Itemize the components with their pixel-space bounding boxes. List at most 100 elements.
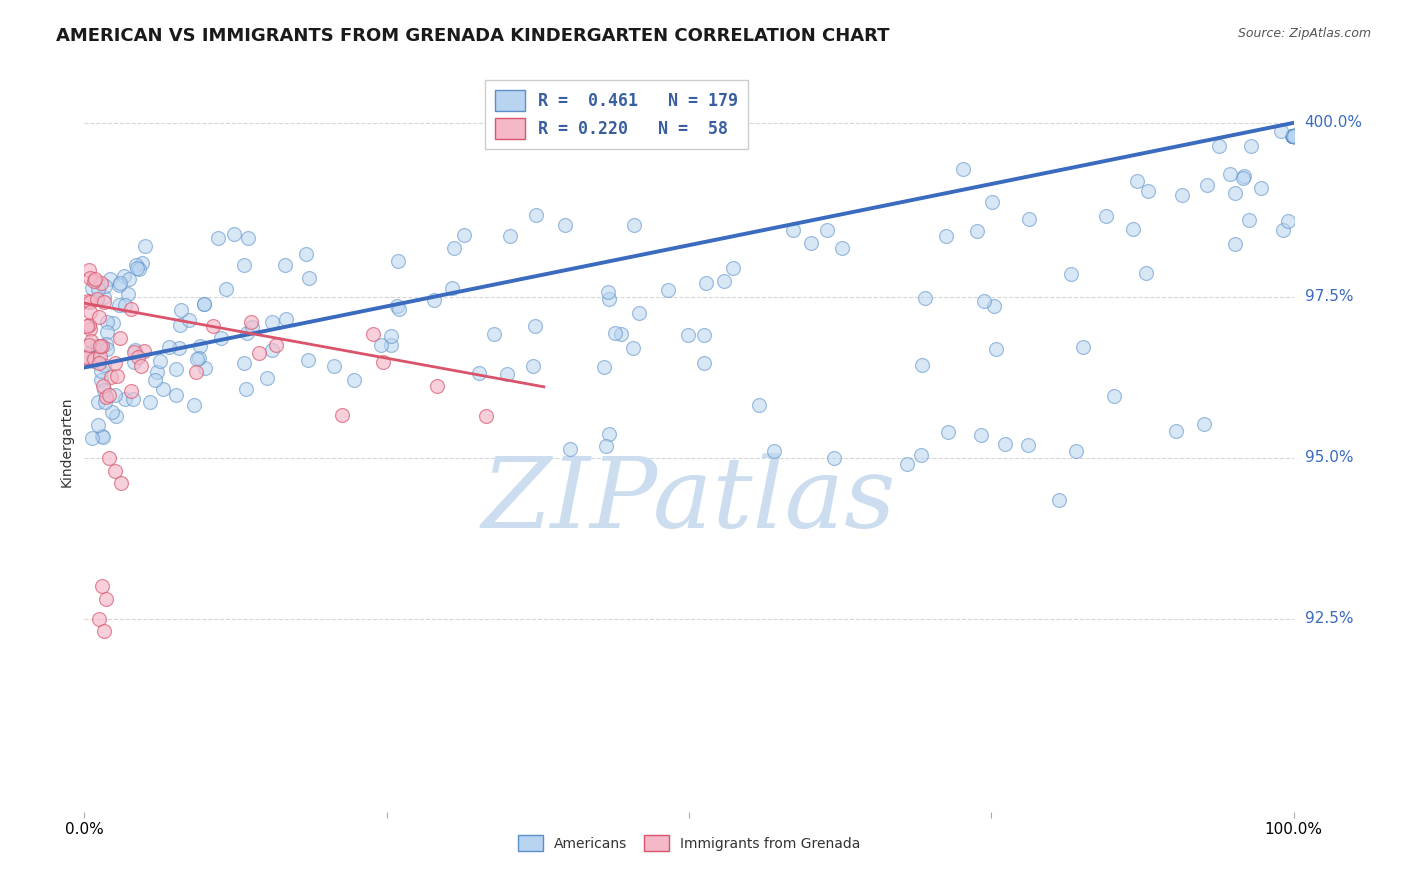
Point bbox=[117, 287, 139, 301]
Point bbox=[748, 398, 770, 412]
Point bbox=[1195, 178, 1218, 192]
Point bbox=[1282, 128, 1305, 143]
Point bbox=[657, 283, 679, 297]
Point bbox=[426, 379, 449, 393]
Point bbox=[188, 339, 211, 353]
Point bbox=[1282, 128, 1305, 143]
Point bbox=[120, 384, 142, 399]
Point bbox=[79, 270, 101, 285]
Point bbox=[482, 326, 505, 341]
Text: Source: ZipAtlas.com: Source: ZipAtlas.com bbox=[1237, 27, 1371, 40]
Point bbox=[108, 331, 131, 345]
Text: AMERICAN VS IMMIGRANTS FROM GRENADA KINDERGARTEN CORRELATION CHART: AMERICAN VS IMMIGRANTS FROM GRENADA KIND… bbox=[56, 27, 890, 45]
Point bbox=[96, 325, 118, 339]
Point bbox=[232, 355, 254, 369]
Point bbox=[1219, 167, 1241, 181]
Point bbox=[94, 592, 117, 607]
Point bbox=[598, 285, 620, 300]
Point bbox=[973, 293, 995, 308]
Point bbox=[188, 351, 211, 365]
Point bbox=[264, 337, 287, 351]
Point bbox=[297, 352, 319, 367]
Point bbox=[90, 276, 112, 290]
Point bbox=[1064, 444, 1087, 458]
Point bbox=[605, 326, 627, 341]
Point bbox=[911, 358, 934, 372]
Point bbox=[1192, 417, 1215, 431]
Point bbox=[80, 344, 103, 359]
Point bbox=[800, 235, 823, 250]
Point bbox=[167, 341, 190, 355]
Point bbox=[323, 359, 346, 374]
Point bbox=[763, 443, 786, 458]
Point bbox=[592, 360, 614, 375]
Point bbox=[1170, 188, 1192, 202]
Point bbox=[896, 457, 918, 471]
Point bbox=[1282, 128, 1305, 143]
Point bbox=[1282, 128, 1305, 143]
Point bbox=[1282, 128, 1305, 143]
Point bbox=[474, 409, 496, 424]
Point bbox=[558, 442, 581, 456]
Point bbox=[522, 359, 544, 374]
Point bbox=[93, 624, 115, 639]
Point bbox=[1284, 128, 1306, 143]
Point bbox=[371, 354, 394, 368]
Point bbox=[149, 354, 172, 368]
Point bbox=[96, 390, 118, 404]
Point bbox=[83, 274, 105, 288]
Point bbox=[79, 305, 101, 319]
Text: 97.5%: 97.5% bbox=[1305, 289, 1353, 304]
Point bbox=[122, 345, 145, 359]
Point bbox=[1281, 128, 1303, 143]
Point bbox=[87, 611, 110, 625]
Point bbox=[1208, 139, 1230, 153]
Point bbox=[380, 328, 402, 343]
Point bbox=[380, 337, 402, 351]
Point bbox=[91, 339, 114, 353]
Point bbox=[104, 355, 127, 369]
Point bbox=[910, 448, 932, 462]
Point bbox=[1282, 128, 1305, 143]
Point bbox=[1137, 184, 1160, 198]
Point bbox=[93, 359, 115, 373]
Point bbox=[114, 392, 136, 406]
Point bbox=[1223, 186, 1246, 201]
Point bbox=[76, 350, 98, 364]
Point bbox=[165, 388, 187, 402]
Point bbox=[526, 208, 548, 222]
Point bbox=[193, 361, 215, 376]
Point bbox=[610, 327, 633, 342]
Point bbox=[256, 370, 278, 384]
Point bbox=[93, 384, 115, 398]
Point bbox=[983, 299, 1005, 313]
Point bbox=[236, 326, 259, 340]
Point bbox=[90, 373, 112, 387]
Point bbox=[101, 316, 124, 330]
Point bbox=[98, 271, 121, 285]
Point bbox=[1281, 128, 1303, 143]
Point bbox=[80, 431, 103, 445]
Point bbox=[1104, 389, 1126, 403]
Point bbox=[207, 231, 229, 245]
Point bbox=[1282, 128, 1305, 143]
Point bbox=[103, 388, 125, 402]
Point bbox=[1282, 128, 1305, 143]
Point bbox=[138, 395, 160, 409]
Point bbox=[86, 292, 108, 306]
Point bbox=[91, 579, 114, 593]
Point bbox=[994, 436, 1017, 450]
Point bbox=[554, 218, 576, 232]
Point bbox=[240, 320, 263, 334]
Point bbox=[1018, 212, 1040, 227]
Point bbox=[1225, 237, 1247, 252]
Point bbox=[93, 290, 115, 304]
Point bbox=[966, 224, 988, 238]
Point bbox=[370, 338, 392, 352]
Point bbox=[209, 331, 232, 345]
Legend: Americans, Immigrants from Grenada: Americans, Immigrants from Grenada bbox=[512, 830, 866, 856]
Point bbox=[1282, 128, 1305, 143]
Point bbox=[93, 294, 115, 309]
Text: 400.0%: 400.0% bbox=[1305, 115, 1362, 130]
Point bbox=[233, 258, 256, 272]
